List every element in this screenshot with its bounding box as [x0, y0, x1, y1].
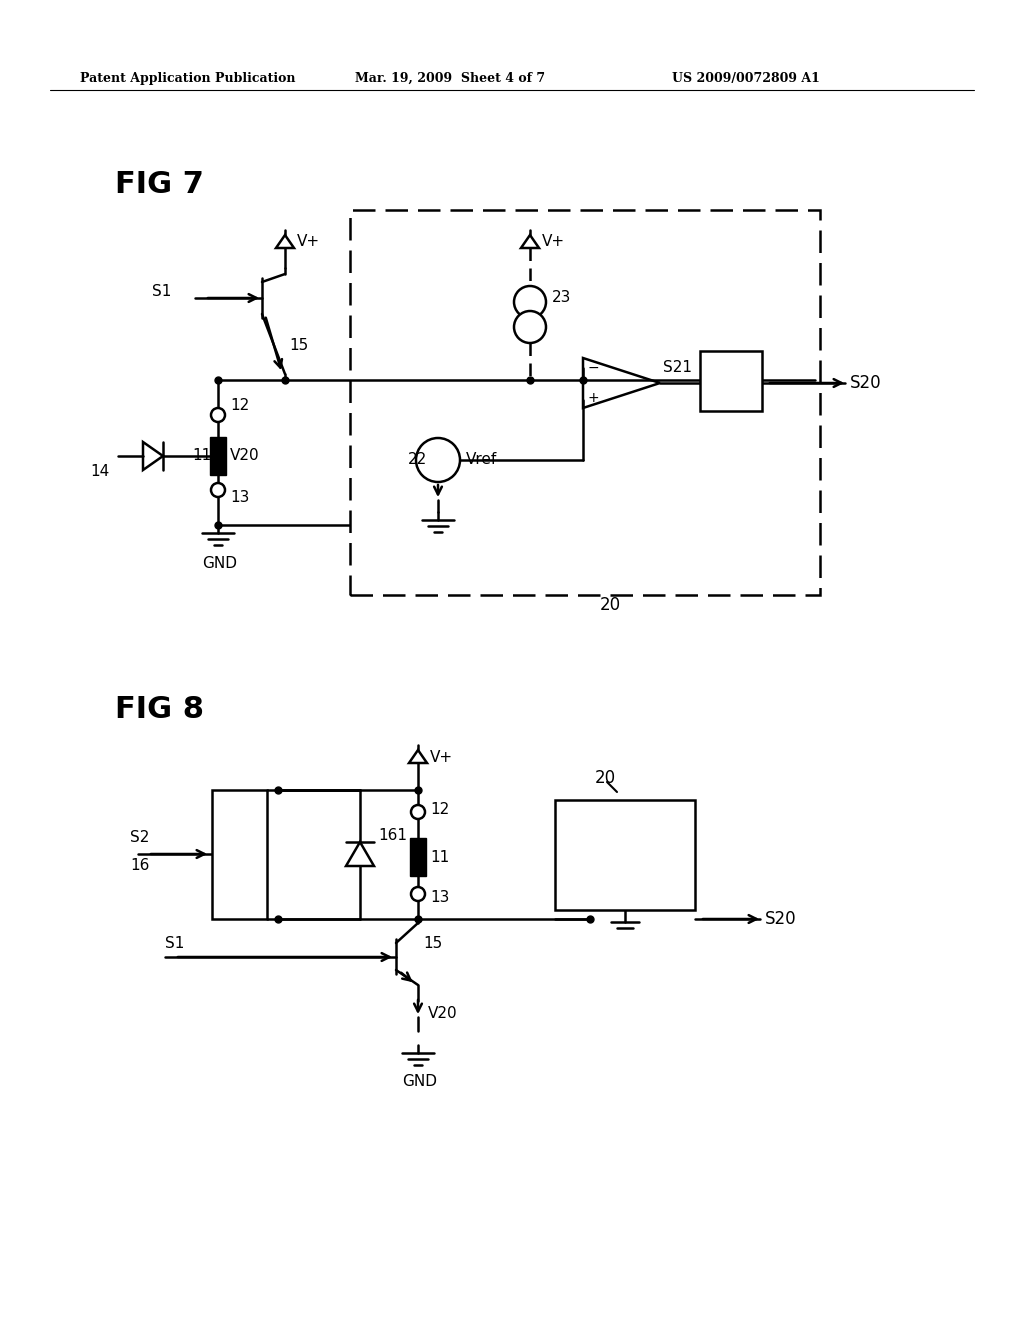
Text: −: − [587, 360, 599, 375]
Bar [212, 789, 267, 919]
Circle shape [411, 887, 425, 902]
Text: GND: GND [402, 1073, 437, 1089]
Text: S20: S20 [850, 374, 882, 392]
Text: V+: V+ [542, 235, 565, 249]
Text: S20: S20 [765, 909, 797, 928]
Text: 16: 16 [130, 858, 150, 874]
Bar [410, 838, 426, 876]
Circle shape [416, 438, 460, 482]
Text: Patent Application Publication: Patent Application Publication [80, 73, 296, 84]
Text: FIG 7: FIG 7 [115, 170, 204, 199]
Bar [210, 437, 226, 475]
Circle shape [411, 805, 425, 818]
Circle shape [211, 483, 225, 498]
Text: +: + [587, 391, 599, 405]
Text: 13: 13 [230, 491, 250, 506]
Circle shape [514, 312, 546, 343]
Text: V20: V20 [428, 1006, 458, 1022]
Text: 20: 20 [595, 770, 616, 787]
Text: 22: 22 [408, 453, 427, 467]
Circle shape [211, 408, 225, 422]
Text: S1: S1 [152, 284, 171, 298]
Bar [700, 351, 762, 411]
Text: 23: 23 [552, 290, 571, 305]
Text: V20: V20 [230, 449, 260, 463]
Text: FIG 8: FIG 8 [115, 696, 204, 723]
Text: 15: 15 [289, 338, 308, 352]
Text: 20: 20 [600, 597, 622, 614]
Text: 14: 14 [90, 465, 110, 479]
Bar [555, 800, 695, 909]
Text: 161: 161 [378, 829, 407, 843]
Text: S1: S1 [165, 936, 184, 950]
Text: US 2009/0072809 A1: US 2009/0072809 A1 [672, 73, 820, 84]
Circle shape [514, 286, 546, 318]
Text: S21: S21 [663, 359, 692, 375]
Text: 12: 12 [230, 397, 249, 412]
Text: 15: 15 [423, 936, 442, 950]
Text: 12: 12 [430, 801, 450, 817]
Text: 11: 11 [193, 449, 211, 463]
Text: Vref: Vref [466, 453, 498, 467]
Text: GND: GND [202, 556, 237, 570]
Text: 13: 13 [430, 890, 450, 904]
Text: 11: 11 [430, 850, 450, 865]
Text: V+: V+ [430, 750, 454, 764]
Text: S2: S2 [130, 830, 150, 846]
Text: V+: V+ [297, 235, 321, 249]
Text: Mar. 19, 2009  Sheet 4 of 7: Mar. 19, 2009 Sheet 4 of 7 [355, 73, 545, 84]
Bar [350, 210, 820, 595]
